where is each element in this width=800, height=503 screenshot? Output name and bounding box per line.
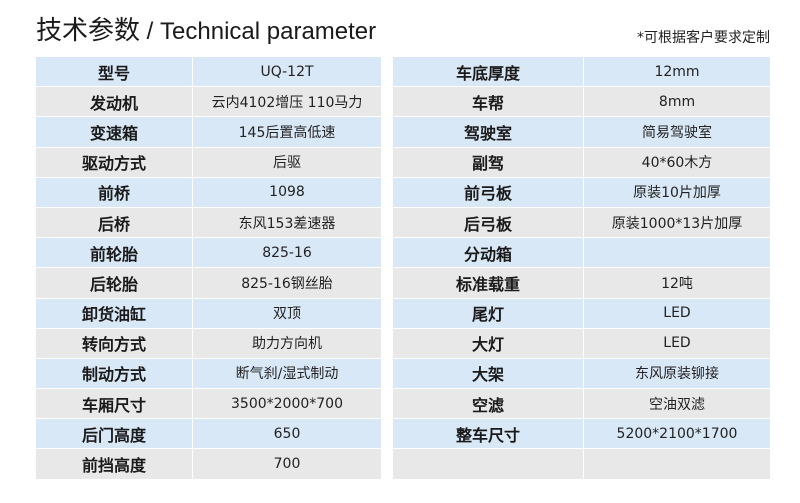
spec-label: 型号 [35, 55, 193, 88]
title-en: Technical parameter [160, 18, 377, 45]
table-row: 副驾 40*60木方 [392, 146, 771, 178]
table-row: 前挡高度 700 [35, 448, 382, 480]
table-row: 卸货油缸 双顶 [35, 297, 382, 329]
spec-value: 5200*2100*1700 [583, 418, 771, 450]
page-title: 技术参数 / Technical parameter [36, 10, 376, 47]
spec-label: 副驾 [392, 146, 584, 178]
spec-value: 700 [192, 448, 382, 480]
table-row: 前弓板 原装10片加厚 [392, 176, 771, 208]
spec-label: 发动机 [35, 86, 193, 118]
table-row: 发动机 云内4102增压 110马力 [35, 86, 382, 118]
spec-label: 卸货油缸 [35, 297, 193, 329]
spec-label: 车帮 [392, 86, 584, 118]
table-row: 车厢尺寸 3500*2000*700 [35, 388, 382, 420]
spec-label: 车底厚度 [392, 55, 584, 88]
table-row: 尾灯 LED [392, 297, 771, 329]
spec-label: 空滤 [392, 388, 584, 420]
spec-label: 前弓板 [392, 176, 584, 208]
table-row: 型号 UQ-12T [35, 55, 382, 88]
spec-value: LED [583, 297, 771, 329]
spec-table-left: 型号 UQ-12T 发动机 云内4102增压 110马力 变速箱 145后置高低速 驱动方式… [35, 55, 382, 480]
spec-label: 驾驶室 [392, 116, 584, 148]
spec-value: UQ-12T [192, 55, 382, 88]
table-row: 后桥 东风153差速器 [35, 206, 382, 239]
table-row: 车帮 8mm [392, 86, 771, 118]
spec-value: 650 [192, 418, 382, 450]
spec-value: 简易驾驶室 [583, 116, 771, 148]
spec-value: 40*60木方 [583, 146, 771, 178]
title-cn: 技术参数 [36, 16, 141, 46]
customization-note: *可根据客户要求定制 [637, 30, 770, 46]
table-row: 大灯 LED [392, 327, 771, 359]
spec-label: 车厢尺寸 [35, 388, 193, 420]
table-row: 驾驶室 简易驾驶室 [392, 116, 771, 148]
table-row: 变速箱 145后置高低速 [35, 116, 382, 148]
spec-label: 尾灯 [392, 297, 584, 329]
spec-value: 825-16 [192, 237, 382, 269]
spec-value: 原装1000*13片加厚 [583, 206, 771, 239]
spec-label: 整车尺寸 [392, 418, 584, 450]
spec-label: 大架 [392, 357, 584, 390]
spec-value: 3500*2000*700 [192, 388, 382, 420]
table-row: 分动箱 [392, 237, 771, 269]
spec-label: 前挡高度 [35, 448, 193, 480]
spec-label: 转向方式 [35, 327, 193, 359]
spec-value: 原装10片加厚 [583, 176, 771, 208]
spec-value: 1098 [192, 176, 382, 208]
table-row: 标准载重 12吨 [392, 267, 771, 299]
spec-label: 标准载重 [392, 267, 584, 299]
table-row: 整车尺寸 5200*2100*1700 [392, 418, 771, 450]
table-row: 后弓板 原装1000*13片加厚 [392, 206, 771, 239]
table-row: 转向方式 助力方向机 [35, 327, 382, 359]
spec-value: 双顶 [192, 297, 382, 329]
table-row: 驱动方式 后驱 [35, 146, 382, 178]
spec-table-right: 车底厚度 12mm 车帮 8mm 驾驶室 简易驾驶室 副驾 40*60木方 前弓板 原装10片加厚… [392, 55, 771, 480]
spec-label: 制动方式 [35, 357, 193, 390]
spec-value: 12吨 [583, 267, 771, 299]
spec-label: 驱动方式 [35, 146, 193, 178]
table-row: 前轮胎 825-16 [35, 237, 382, 269]
spec-value: 后驱 [192, 146, 382, 178]
spec-label: 前桥 [35, 176, 193, 208]
spec-label: 后轮胎 [35, 267, 193, 299]
spec-label: 大灯 [392, 327, 584, 359]
spec-value: 云内4102增压 110马力 [192, 86, 382, 118]
table-row: 车底厚度 12mm [392, 55, 771, 88]
table-row: 前桥 1098 [35, 176, 382, 208]
spec-value: 145后置高低速 [192, 116, 382, 148]
spec-value: 825-16钢丝胎 [192, 267, 382, 299]
spec-label: 分动箱 [392, 237, 584, 269]
table-row: 后门高度 650 [35, 418, 382, 450]
spec-label [392, 448, 584, 480]
spec-label: 后门高度 [35, 418, 193, 450]
table-row: 空滤 空油双滤 [392, 388, 771, 420]
spec-label: 前轮胎 [35, 237, 193, 269]
spec-label: 后弓板 [392, 206, 584, 239]
spec-value: 8mm [583, 86, 771, 118]
title-separator: / [140, 18, 161, 45]
spec-value [583, 448, 771, 480]
table-row: 后轮胎 825-16钢丝胎 [35, 267, 382, 299]
table-row: 制动方式 断气刹/湿式制动 [35, 357, 382, 390]
table-row: 大架 东风原装铆接 [392, 357, 771, 390]
spec-value: 断气刹/湿式制动 [192, 357, 382, 390]
spec-label: 后桥 [35, 206, 193, 239]
spec-value: 东风153差速器 [192, 206, 382, 239]
spec-value [583, 237, 771, 269]
spec-value: 助力方向机 [192, 327, 382, 359]
table-row [392, 448, 771, 480]
spec-value: LED [583, 327, 771, 359]
spec-value: 12mm [583, 55, 771, 88]
spec-label: 变速箱 [35, 116, 193, 148]
spec-value: 空油双滤 [583, 388, 771, 420]
spec-value: 东风原装铆接 [583, 357, 771, 390]
